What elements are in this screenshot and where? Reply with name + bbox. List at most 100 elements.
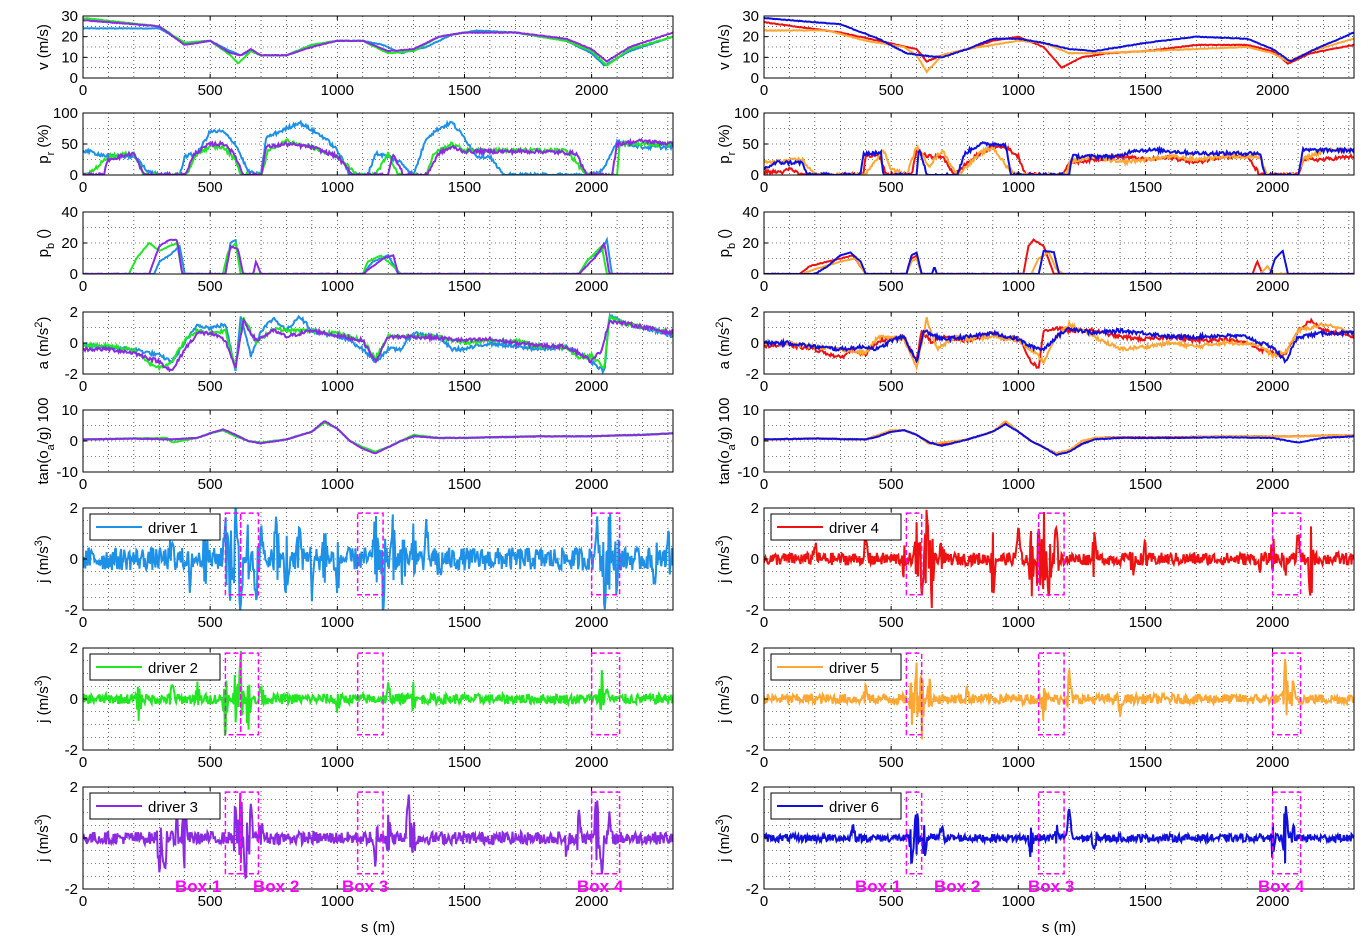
x-tick-label: 1500 (448, 179, 481, 196)
y-axis-label: pr (%) (716, 124, 738, 164)
x-tick-label: 500 (879, 754, 904, 771)
highlight-box-3 (1271, 652, 1302, 736)
box-label-right-4: Box 4 (1258, 877, 1305, 896)
x-tick-label: 0 (79, 893, 87, 910)
x-tick-label: 0 (79, 754, 87, 771)
x-tick-label: 1500 (448, 278, 481, 295)
subplot-1-1: 0 500 1000 1500 2000 0 50 100 pr (%) (716, 105, 1355, 196)
x-tick-label: 1500 (1129, 893, 1162, 910)
y-axis-label: a (m/s2) (33, 317, 52, 370)
x-tick-label: 2000 (1256, 378, 1289, 395)
y-tick-label: 2 (751, 640, 759, 657)
legend-label: driver 2 (148, 660, 198, 677)
series-driver-5 (764, 29, 1354, 74)
x-tick-label: 1000 (1002, 378, 1035, 395)
x-tick-label: 2000 (1256, 476, 1289, 493)
x-tick-label: 1000 (321, 893, 354, 910)
x-tick-label: 1500 (1129, 278, 1162, 295)
y-tick-label: 10 (61, 49, 78, 66)
y-tick-label: 30 (61, 8, 78, 25)
x-tick-label: 1000 (321, 378, 354, 395)
series-driver-2 (83, 17, 673, 67)
y-tick-label: -2 (65, 366, 78, 383)
series-driver-3 (83, 137, 673, 175)
highlight-box-2 (239, 652, 260, 736)
x-tick-label: 2000 (1256, 82, 1289, 99)
x-tick-label: 0 (760, 179, 768, 196)
legend-label: driver 4 (829, 520, 879, 537)
legend-label: driver 5 (829, 660, 879, 677)
y-tick-label: 0 (70, 335, 78, 352)
y-tick-label: -2 (746, 881, 759, 898)
x-tick-label: 1500 (448, 754, 481, 771)
highlight-box-3 (356, 791, 384, 875)
series-driver-6 (764, 423, 1354, 456)
series-driver-3 (83, 791, 673, 880)
x-tick-label: 2000 (575, 378, 608, 395)
x-tick-label: 0 (79, 378, 87, 395)
y-axis-label: pb () (716, 229, 738, 258)
x-tick-label: 0 (760, 893, 768, 910)
x-tick-label: 0 (79, 179, 87, 196)
box-label-right-3: Box 3 (1028, 877, 1074, 896)
series-driver-3 (83, 420, 673, 455)
x-tick-label: 500 (879, 82, 904, 99)
y-axis-label: j (m/s3) (33, 814, 52, 863)
y-axis-label: j (m/s3) (33, 535, 52, 584)
series-driver-1 (83, 119, 673, 175)
x-tick-label: 1500 (448, 82, 481, 99)
x-tick-label: 1500 (1129, 754, 1162, 771)
x-tick-label: 1000 (321, 614, 354, 631)
y-axis-label: pb () (35, 229, 57, 258)
highlight-box-3 (1271, 791, 1302, 875)
legend-label: driver 6 (829, 799, 879, 816)
x-tick-label: 500 (879, 893, 904, 910)
legend-label: driver 1 (148, 520, 198, 537)
highlight-box-1 (905, 652, 923, 736)
series-driver-1 (83, 312, 673, 374)
x-tick-label: 500 (198, 893, 223, 910)
highlight-box-2 (1037, 512, 1065, 596)
y-tick-label: 40 (742, 204, 759, 221)
x-tick-label: 2000 (1256, 893, 1289, 910)
highlight-box-2 (1037, 791, 1065, 875)
y-axis-label: j (m/s3) (714, 675, 733, 724)
y-tick-label: 0 (70, 167, 78, 184)
legend-label: driver 3 (148, 799, 198, 816)
series-driver-5 (764, 144, 1354, 175)
y-tick-label: 0 (751, 266, 759, 283)
x-tick-label: 500 (198, 82, 223, 99)
x-tick-label: 0 (760, 614, 768, 631)
y-tick-label: -2 (65, 881, 78, 898)
highlight-box-2 (239, 512, 260, 596)
x-tick-label: 500 (198, 614, 223, 631)
y-tick-label: -10 (737, 464, 759, 481)
y-tick-label: 2 (70, 640, 78, 657)
x-tick-label: 1500 (448, 893, 481, 910)
highlight-box-3 (356, 512, 384, 596)
box-label-right-1: Box 1 (855, 877, 901, 896)
highlight-box-1 (905, 512, 923, 596)
x-tick-label: 500 (198, 476, 223, 493)
x-tick-label: 1000 (1002, 179, 1035, 196)
x-tick-label: 1000 (321, 754, 354, 771)
x-tick-label: 2000 (1256, 179, 1289, 196)
y-tick-label: 100 (734, 105, 759, 122)
highlight-box-1 (224, 512, 242, 596)
y-tick-label: 0 (70, 551, 78, 568)
y-tick-label: 2 (751, 500, 759, 517)
y-tick-label: 2 (751, 779, 759, 796)
highlight-box-4 (590, 652, 621, 736)
box-label-left-2: Box 2 (253, 877, 299, 896)
x-tick-label: 2000 (1256, 614, 1289, 631)
series-driver-4 (764, 509, 1354, 609)
